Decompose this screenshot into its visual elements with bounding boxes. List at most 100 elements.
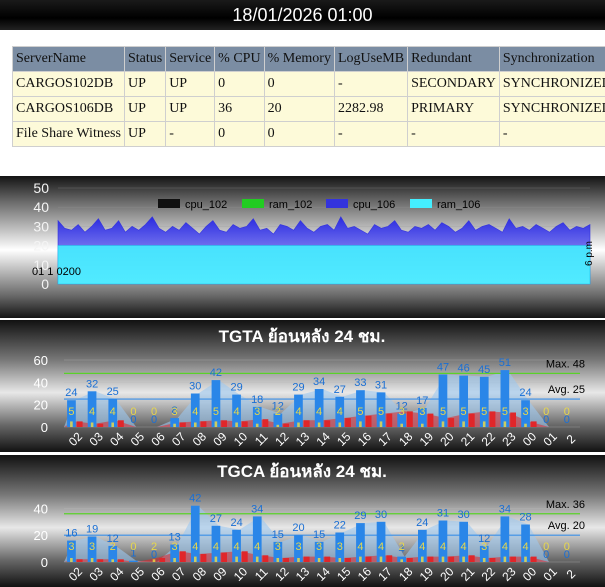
chart-title: TGTA ย้อนหลัง 24 ชม. bbox=[219, 327, 386, 346]
table-cell: UP bbox=[165, 71, 216, 97]
bar-red bbox=[241, 551, 248, 562]
bar-red bbox=[386, 555, 393, 562]
series-area-ram_106 bbox=[57, 245, 591, 285]
bar-yellow bbox=[90, 422, 94, 427]
table-cell: UP bbox=[123, 121, 167, 147]
data-label-yellow: 3 bbox=[89, 541, 95, 553]
table-row: CARGOS106DB UP UP 36 20 2282.98 PRIMARY … bbox=[12, 96, 605, 122]
data-label-blue: 24 bbox=[230, 517, 242, 529]
column-header: Synchronization bbox=[498, 46, 605, 72]
data-label-blue: 18 bbox=[251, 394, 263, 406]
x-tick-label: 20 bbox=[437, 564, 457, 584]
bar-blue bbox=[418, 408, 427, 427]
data-label-yellow: 0 bbox=[543, 541, 549, 553]
bar-blue bbox=[521, 524, 530, 562]
bar-yellow bbox=[441, 556, 445, 562]
performance-chart-panel: 0 10 20 30 40 50 cpu_102 ram_102 cpu_106 ram_106 0… bbox=[0, 176, 605, 318]
data-label-blue: 24 bbox=[416, 517, 428, 529]
data-label-blue: 31 bbox=[437, 508, 449, 520]
data-label-blue: 47 bbox=[437, 362, 449, 374]
column-header: ServerName bbox=[12, 46, 125, 72]
column-header: % CPU bbox=[214, 46, 265, 72]
bar-blue bbox=[500, 370, 510, 427]
column-header: Status bbox=[123, 46, 167, 72]
data-label-blue: 24 bbox=[519, 387, 531, 399]
data-label-blue: 22 bbox=[334, 520, 346, 532]
y-tick-label: 40 bbox=[33, 199, 49, 215]
data-label-blue: 15 bbox=[313, 529, 325, 541]
bar-yellow bbox=[379, 556, 383, 562]
bar-blue bbox=[479, 545, 489, 562]
x-tick-label: 09 bbox=[210, 564, 230, 584]
bar-red bbox=[427, 413, 434, 427]
bar-yellow bbox=[276, 558, 280, 562]
data-label-yellow: 3 bbox=[172, 406, 178, 418]
data-label-yellow: 3 bbox=[522, 406, 528, 418]
x-tick-label: 12 bbox=[272, 429, 292, 449]
x-tick-label: 14 bbox=[313, 564, 333, 584]
data-label-yellow: 3 bbox=[254, 406, 260, 418]
bar-blue bbox=[397, 413, 406, 427]
table-cell: - bbox=[333, 121, 409, 147]
bar-blue bbox=[459, 521, 468, 562]
x-tick-label: 10 bbox=[231, 429, 251, 449]
bar-blue bbox=[67, 540, 76, 562]
data-label-blue: 0 bbox=[130, 414, 136, 426]
bar-yellow bbox=[421, 423, 424, 427]
bar-yellow bbox=[524, 423, 527, 427]
column-header: Service bbox=[165, 46, 216, 72]
data-label-blue: 1 bbox=[130, 548, 136, 560]
data-label-yellow: 5 bbox=[440, 406, 446, 418]
x-tick-label: 16 bbox=[355, 564, 375, 584]
bar-yellow bbox=[482, 558, 486, 562]
column-header: LogUseMB bbox=[333, 46, 409, 72]
data-label-yellow: 4 bbox=[378, 541, 384, 553]
x-tick-label: 15 bbox=[334, 429, 354, 449]
data-label-blue: 29 bbox=[354, 510, 366, 522]
data-label-yellow: 0 bbox=[564, 541, 570, 553]
x-tick-label: 11 bbox=[252, 565, 271, 584]
data-label-yellow: 4 bbox=[522, 541, 528, 553]
bar-yellow bbox=[173, 558, 176, 562]
column-header: % Memory bbox=[263, 46, 335, 72]
table-cell: 2282.98 bbox=[333, 96, 409, 122]
x-tick-label: 00 bbox=[520, 564, 540, 584]
bar-red bbox=[200, 554, 207, 562]
x-tick-label: 10 bbox=[231, 564, 251, 584]
bar-yellow bbox=[462, 556, 465, 562]
table-cell: 0 bbox=[214, 71, 265, 97]
data-label-blue: 16 bbox=[65, 528, 77, 540]
bar-blue bbox=[190, 393, 200, 427]
x-tick-label: 03 bbox=[86, 564, 106, 584]
x-tick-label: 16 bbox=[355, 429, 375, 449]
bar-blue bbox=[170, 418, 179, 427]
x-tick-label: 08 bbox=[190, 429, 210, 449]
max-label: Max. 48 bbox=[546, 358, 585, 370]
bar-blue bbox=[190, 505, 200, 562]
datetime-label: 18/01/2026 01:00 bbox=[232, 5, 373, 25]
data-label-yellow: 5 bbox=[461, 406, 467, 418]
max-label: Max. 36 bbox=[546, 499, 585, 511]
bar-red bbox=[283, 423, 289, 427]
bar-yellow bbox=[524, 556, 527, 562]
data-label-blue: 12 bbox=[396, 401, 408, 413]
table-cell: 0 bbox=[263, 121, 335, 147]
table-cell: 36 bbox=[214, 96, 265, 122]
bar-yellow bbox=[482, 421, 486, 427]
bar-blue bbox=[252, 406, 262, 427]
data-label-yellow: 3 bbox=[399, 406, 405, 418]
data-label-yellow: 4 bbox=[502, 541, 508, 553]
bar-yellow bbox=[462, 421, 465, 427]
x-tick-label: 06 bbox=[148, 564, 168, 584]
legend-swatch bbox=[410, 199, 432, 208]
data-label-blue: 42 bbox=[210, 367, 222, 379]
data-label-blue: 31 bbox=[375, 379, 387, 391]
tgca-chart-panel: TGCA ย้อนหลัง 24 ชม. 0 20 40 Max. 36 Avg. 20 1… bbox=[0, 455, 605, 587]
bar-red bbox=[489, 558, 496, 562]
data-label-yellow: 0 bbox=[564, 406, 570, 418]
x-tick-label: 18 bbox=[396, 564, 416, 584]
bar-blue bbox=[335, 532, 345, 562]
data-label-yellow: 2 bbox=[151, 541, 157, 553]
